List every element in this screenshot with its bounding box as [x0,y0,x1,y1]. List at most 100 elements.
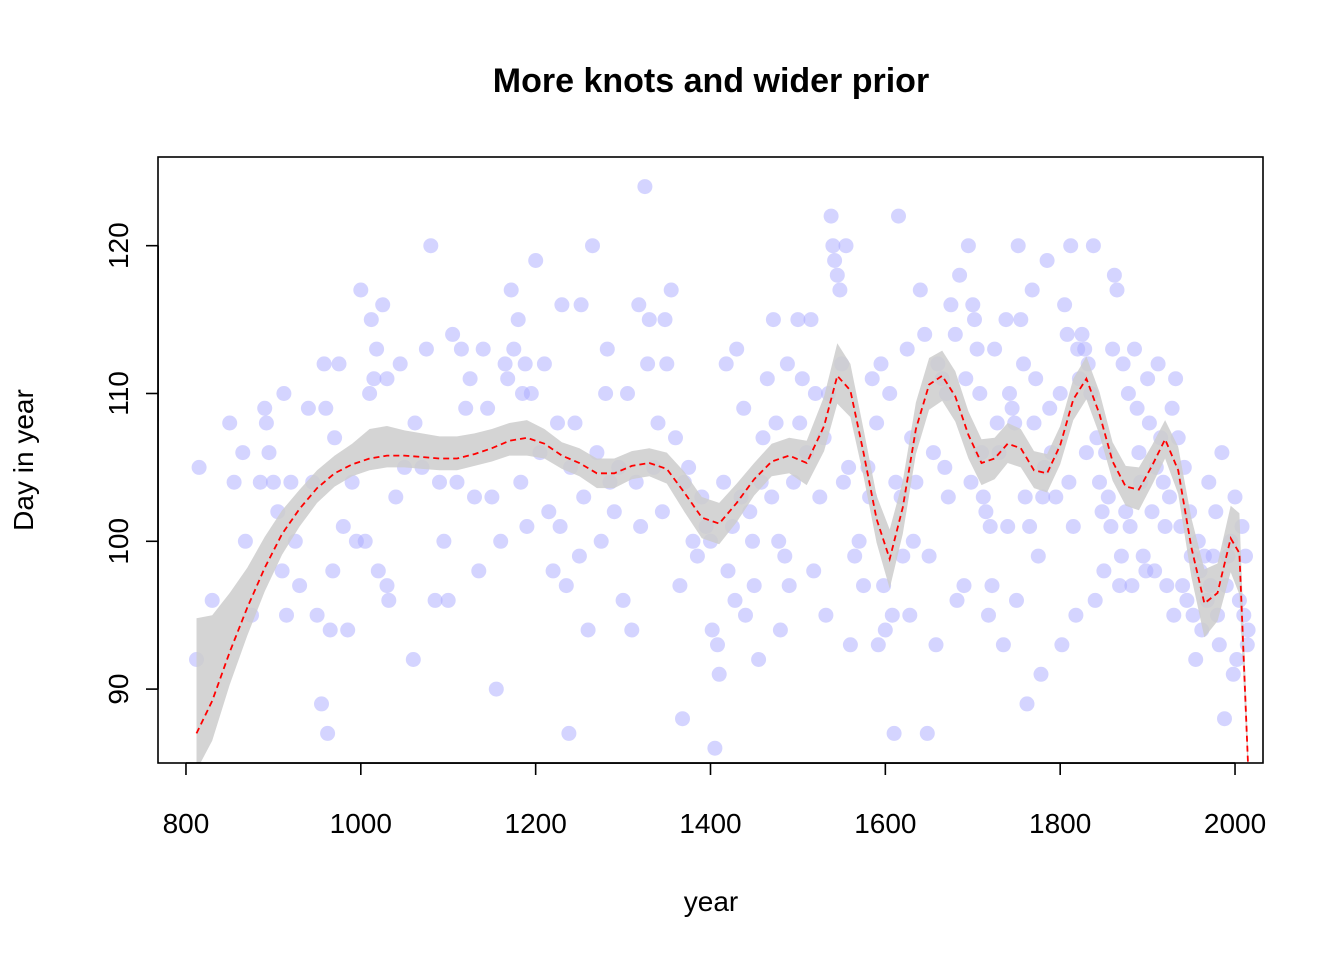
data-point-105 [620,386,635,401]
data-point-17 [283,474,299,490]
data-point-191 [884,607,900,623]
data-point-87 [554,297,570,313]
data-point-307 [1159,578,1175,594]
data-point-296 [1135,548,1151,564]
data-point-29 [327,430,343,446]
data-point-185 [869,415,885,431]
data-point-89 [561,725,577,741]
data-point-237 [1002,386,1017,401]
y-tick-label-120: 120 [103,222,134,269]
data-point-280 [1100,489,1116,505]
data-point-172 [829,267,845,283]
data-point-135 [720,563,736,579]
data-point-205 [921,548,937,564]
data-point-31 [335,519,351,534]
data-point-153 [772,622,788,638]
data-point-283 [1106,267,1122,283]
data-point-240 [1009,592,1024,608]
data-point-94 [576,489,592,505]
data-point-46 [388,489,404,505]
data-point-320 [1188,652,1204,667]
data-point-1 [191,459,207,475]
data-point-55 [432,474,447,490]
data-point-326 [1201,474,1217,490]
data-point-140 [736,400,752,416]
data-point-193 [888,474,904,490]
x-tick-label-1200: 1200 [505,808,567,839]
data-point-119 [668,430,683,446]
data-point-54 [427,592,443,608]
data-point-259 [1054,637,1070,653]
data-point-124 [685,533,701,549]
data-point-235 [998,312,1014,328]
data-point-5 [235,445,251,461]
data-point-110 [637,179,653,195]
data-point-32 [340,622,356,638]
data-point-342 [1236,607,1252,623]
data-point-85 [550,415,565,431]
data-point-53 [423,238,439,254]
data-point-181 [856,578,871,594]
data-point-96 [585,238,600,254]
y-tick-label-110: 110 [103,371,134,416]
data-point-216 [952,267,968,283]
data-point-190 [882,386,898,401]
data-point-245 [1019,696,1035,712]
data-point-294 [1131,445,1147,461]
data-point-220 [963,474,979,490]
data-point-204 [919,725,935,741]
data-point-106 [624,622,640,638]
data-point-282 [1105,341,1121,357]
data-point-78 [519,519,535,534]
x-tick-label-800: 800 [163,808,210,839]
data-point-232 [989,415,1005,431]
data-point-308 [1162,489,1177,505]
data-point-219 [960,238,976,254]
data-point-251 [1033,666,1049,682]
data-point-73 [506,341,522,357]
data-point-184 [864,371,880,387]
data-point-65 [475,341,491,357]
data-point-210 [937,459,953,475]
data-point-154 [777,548,793,564]
data-point-91 [567,415,583,431]
data-point-129 [704,622,720,638]
data-point-117 [659,356,675,372]
data-point-257 [1048,489,1064,505]
data-point-328 [1205,548,1221,564]
data-point-71 [500,371,516,387]
data-point-192 [886,725,902,741]
data-point-213 [943,297,959,313]
data-point-75 [513,474,529,490]
data-point-24 [316,356,332,372]
data-point-66 [480,400,496,416]
data-point-88 [558,578,574,594]
plot-area [157,156,1264,764]
data-point-340 [1231,592,1247,608]
data-point-217 [956,578,972,594]
data-point-109 [633,519,649,534]
data-point-74 [510,312,526,328]
data-point-104 [615,592,631,608]
data-point-286 [1113,548,1129,564]
data-point-278 [1096,563,1112,579]
data-point-155 [779,356,795,372]
data-point-23 [314,696,329,712]
data-point-287 [1115,356,1131,372]
data-point-2 [204,592,220,608]
data-point-277 [1094,504,1110,520]
data-point-206 [925,445,941,461]
data-point-189 [877,622,893,638]
y-tick-label-100: 100 [103,518,134,565]
data-point-201 [908,474,924,490]
data-point-284 [1109,282,1125,298]
x-tick-label-1800: 1800 [1029,808,1091,839]
data-point-6 [237,533,253,549]
y-axis-label: Day in year [8,389,39,531]
data-point-314 [1175,578,1191,594]
data-point-255 [1042,400,1058,416]
data-point-95 [580,622,596,638]
data-point-19 [292,578,308,594]
data-point-343 [1238,548,1253,564]
data-point-145 [751,652,767,667]
